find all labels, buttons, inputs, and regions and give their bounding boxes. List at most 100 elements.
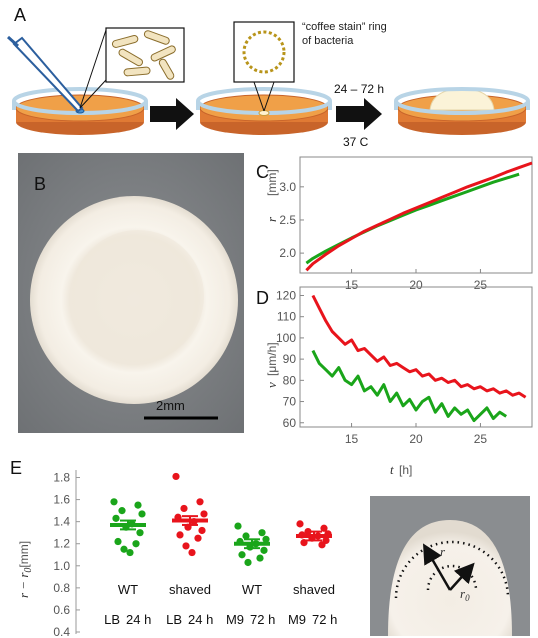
data-point bbox=[134, 501, 142, 509]
y-tick-label: 1.4 bbox=[53, 515, 70, 529]
data-point bbox=[138, 510, 146, 518]
chart-e-yunit: [mm] bbox=[17, 541, 31, 568]
x-tick-label: 15 bbox=[345, 432, 359, 446]
data-point bbox=[132, 540, 140, 548]
r0-arrow bbox=[449, 562, 475, 591]
panel-a: A bbox=[6, 5, 530, 149]
data-point bbox=[242, 532, 250, 540]
chart-c-series bbox=[305, 161, 533, 272]
process-arrow-2 bbox=[336, 98, 382, 130]
series-line-green bbox=[311, 349, 508, 423]
chart-e-categories: WT LB 24 h shaved LB 24 h WT M9 72 h shaved M9 72 h bbox=[104, 582, 337, 627]
y-tick-label: 110 bbox=[277, 310, 296, 324]
chart-d-xunit: [h] bbox=[399, 463, 412, 477]
y-tick-label: 3.0 bbox=[279, 180, 296, 194]
x-tick-label: 15 bbox=[345, 278, 359, 292]
data-point bbox=[256, 554, 264, 562]
inset-colony-photo: r r0 bbox=[370, 496, 530, 636]
y-tick-label: 1.0 bbox=[53, 559, 70, 573]
inset-r-label: r bbox=[440, 544, 446, 559]
bacteria-zoom-box bbox=[79, 27, 185, 109]
data-point bbox=[258, 529, 266, 537]
data-point bbox=[196, 498, 204, 506]
inset-r0-label: r0 bbox=[460, 586, 470, 603]
inset-r0-sub: 0 bbox=[465, 593, 470, 603]
series-line-red bbox=[305, 161, 533, 272]
ring-note-line1: “coffee stain” ring bbox=[302, 21, 387, 33]
y-tick-label: 90 bbox=[283, 352, 297, 366]
chart-d-frame bbox=[299, 286, 533, 428]
chart-d-yunit: [μm/h] bbox=[265, 342, 279, 376]
panel-d-letter: D bbox=[256, 288, 269, 308]
x-tick-label: 25 bbox=[474, 278, 488, 292]
y-tick-label: 1.2 bbox=[53, 537, 70, 551]
data-point bbox=[176, 531, 184, 539]
data-point bbox=[136, 529, 144, 537]
series-line-green bbox=[305, 172, 520, 265]
panel-c: C 15 20 25 2.0 2.5 3.0 r [mm] bbox=[256, 156, 533, 292]
series-line-red bbox=[311, 294, 527, 399]
chart-c-ylabel: r bbox=[264, 216, 279, 222]
data-point bbox=[120, 545, 128, 553]
data-point bbox=[318, 541, 326, 549]
ring-zoom-box bbox=[233, 21, 295, 112]
data-point bbox=[126, 548, 134, 557]
y-tick-label: 100 bbox=[276, 331, 296, 345]
group-medium: LB bbox=[104, 612, 120, 627]
chart-c-ticks: 15 20 25 2.0 2.5 3.0 bbox=[279, 180, 487, 292]
data-point bbox=[114, 537, 122, 546]
data-point bbox=[260, 546, 268, 554]
group-time: 72 h bbox=[250, 612, 275, 627]
group-time: 72 h bbox=[312, 612, 337, 627]
colony-inner-region bbox=[72, 230, 204, 362]
r-arrow bbox=[422, 543, 452, 591]
data-point bbox=[198, 526, 206, 535]
group-time: 24 h bbox=[188, 612, 213, 627]
group-medium: LB bbox=[166, 612, 182, 627]
data-point bbox=[112, 514, 120, 522]
petri-dish-2 bbox=[196, 87, 332, 135]
y-tick-label: 2.0 bbox=[279, 246, 296, 260]
y-tick-label: 0.6 bbox=[53, 603, 70, 617]
chart-d-ylabel: v bbox=[264, 382, 279, 388]
data-point bbox=[300, 539, 308, 547]
petri-dish-1 bbox=[12, 87, 148, 135]
chart-d-series bbox=[311, 294, 527, 423]
chart-e-ticks: 1.8 1.6 1.4 1.2 1.0 0.8 0.6 0.4 bbox=[53, 471, 80, 638]
inset-r0-main: r bbox=[460, 586, 466, 601]
y-tick-label: 1.8 bbox=[53, 471, 70, 485]
panel-d: D 15 20 25 60 70 80 90 100 110 120 v [μm/h] t [h] bbox=[256, 286, 533, 477]
chart-e-ylabel-main: r − r bbox=[16, 572, 31, 598]
incubation-temperature: 37 C bbox=[343, 135, 369, 149]
panel-b: B 2mm bbox=[18, 153, 244, 433]
data-point bbox=[244, 558, 252, 567]
data-point bbox=[296, 520, 304, 528]
group-name: shaved bbox=[169, 582, 211, 597]
group-medium: M9 bbox=[226, 612, 244, 627]
chart-e-points bbox=[110, 472, 332, 567]
pipette-icon bbox=[6, 35, 84, 113]
data-point bbox=[182, 542, 190, 550]
group-time: 24 h bbox=[126, 612, 151, 627]
data-point bbox=[180, 504, 188, 513]
chart-e-ylabel-sub: 0 bbox=[23, 568, 34, 573]
data-point bbox=[194, 534, 202, 542]
y-tick-label: 2.5 bbox=[279, 213, 296, 227]
chart-e-ylabel: r − r0[mm] bbox=[16, 541, 34, 598]
data-point bbox=[262, 535, 270, 543]
data-point bbox=[234, 522, 242, 530]
chart-c-yunit: [mm] bbox=[265, 169, 279, 196]
y-tick-label: 0.4 bbox=[53, 625, 70, 638]
x-tick-label: 20 bbox=[409, 278, 423, 292]
group-name: WT bbox=[242, 582, 262, 597]
data-point bbox=[110, 498, 118, 506]
chart-d-ticks: 15 20 25 60 70 80 90 100 110 120 bbox=[276, 288, 487, 446]
group-name: WT bbox=[118, 582, 138, 597]
ring-note-line2: of bacteria bbox=[302, 35, 354, 47]
scale-bar-label: 2mm bbox=[156, 398, 185, 413]
y-tick-label: 0.8 bbox=[53, 581, 70, 595]
panel-c-letter: C bbox=[256, 162, 269, 182]
x-tick-label: 25 bbox=[474, 432, 488, 446]
data-point bbox=[320, 524, 328, 532]
